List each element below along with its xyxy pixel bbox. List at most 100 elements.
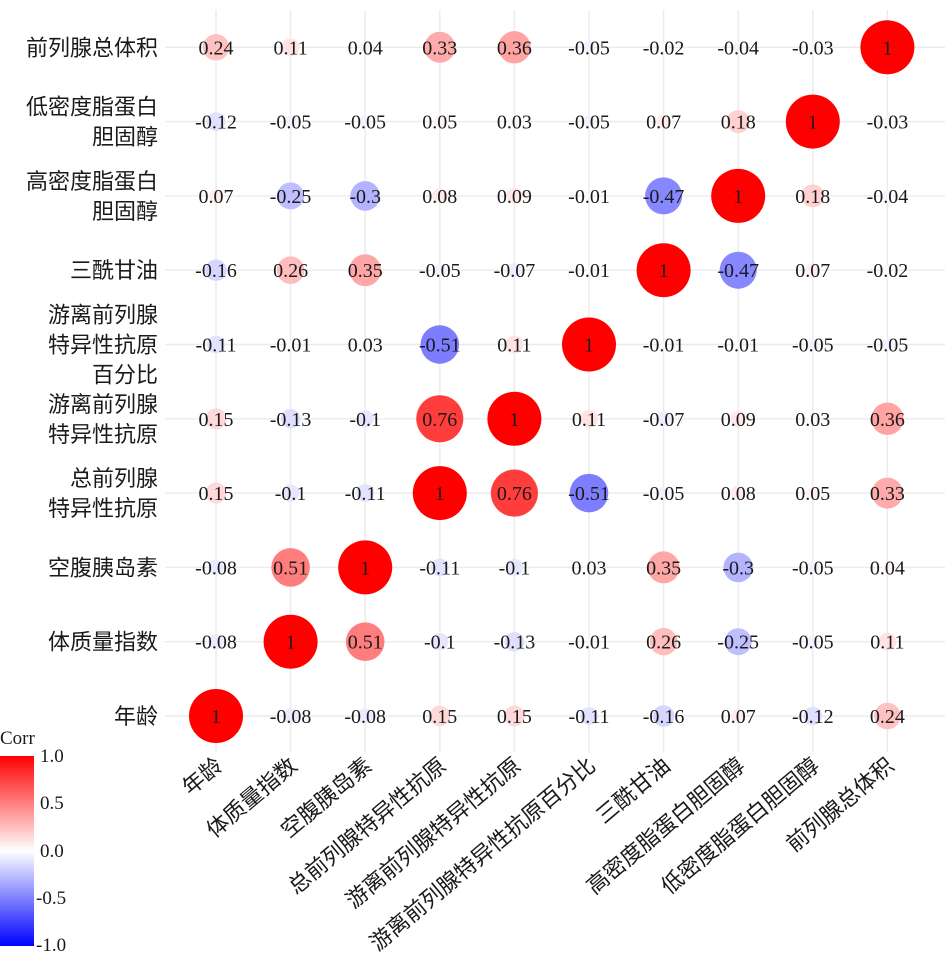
corr-circle [882, 190, 893, 202]
corr-circle [359, 115, 372, 128]
corr-circle [723, 552, 753, 583]
corr-value-label: 0.15 [199, 409, 234, 431]
corr-value-label: 0.76 [422, 409, 457, 431]
corr-circle [805, 263, 820, 278]
corr-circle [208, 559, 224, 576]
legend-tick-neg0.5: -0.5 [36, 888, 66, 909]
column-labels: 年龄体质量指数空腹胰岛素总前列腺特异性抗原游离前列腺特异性抗原游离前列腺特异性抗… [177, 753, 898, 956]
corr-circle [420, 325, 460, 364]
corr-value-label: 0.26 [646, 632, 681, 654]
corr-circle [498, 31, 531, 64]
corr-value-label: 0.09 [721, 409, 756, 431]
corr-circle [806, 487, 819, 500]
corr-value-label: 1 [509, 409, 519, 431]
corr-circle [280, 409, 301, 429]
corr-value-label: 0.33 [870, 483, 905, 505]
corr-circle [416, 395, 464, 443]
corr-circle [490, 469, 538, 517]
legend-colorbar [0, 756, 34, 946]
corr-circle [656, 411, 671, 426]
corr-value-label: 0.15 [422, 706, 457, 728]
row-label: 游离前列腺特异性抗原 [48, 392, 158, 447]
corr-value-label: -0.13 [270, 409, 312, 431]
corr-circle [205, 408, 227, 430]
corr-circle [562, 317, 616, 372]
row-label: 总前列腺特异性抗原 [48, 466, 158, 521]
corr-circle [208, 188, 224, 204]
corr-circle [208, 634, 224, 650]
corr-circle [730, 410, 747, 427]
corr-circle [808, 42, 818, 52]
corr-circle [504, 631, 525, 652]
corr-circle [281, 38, 300, 57]
corr-value-label: -0.05 [270, 112, 312, 134]
corr-circle [860, 20, 915, 75]
corr-value-label: 0.24 [199, 37, 234, 59]
corr-circle [282, 484, 300, 502]
corr-value-label: -0.11 [345, 483, 386, 505]
corr-circle [263, 614, 318, 669]
corr-value-label: 1 [659, 260, 669, 282]
corr-circle [652, 705, 675, 727]
corr-circle [726, 110, 750, 134]
corr-circle [711, 168, 766, 223]
corr-value-label: -0.05 [568, 37, 610, 59]
corr-value-label: -0.01 [568, 186, 610, 208]
corr-circle [207, 335, 225, 354]
corr-value-label: 0.05 [422, 112, 457, 134]
corr-circle [345, 622, 385, 661]
row-label: 低密度脂蛋白胆固醇 [26, 95, 158, 150]
corr-value-label: 0.09 [497, 186, 532, 208]
corr-circle [719, 251, 757, 289]
corr-value-label: -0.01 [717, 335, 759, 357]
corr-value-label: -0.01 [568, 260, 610, 282]
corr-circle [276, 256, 305, 284]
corr-value-label: -0.02 [867, 260, 909, 282]
corr-value-label: -0.3 [722, 557, 754, 579]
corr-value-label: -0.05 [792, 557, 834, 579]
corr-circle [505, 558, 523, 576]
corr-value-label: -0.47 [643, 186, 685, 208]
corr-value-label: -0.05 [643, 483, 685, 505]
corr-value-label: 0.35 [646, 557, 681, 579]
corr-value-label: 0.11 [572, 409, 606, 431]
row-label: 三酰甘油 [70, 258, 158, 283]
corr-circle [509, 116, 520, 127]
corr-value-label: -0.04 [867, 186, 909, 208]
corr-value-label: 0.08 [422, 186, 457, 208]
legend-tick-0.5: 0.5 [40, 793, 64, 814]
corr-circle [487, 391, 542, 446]
corr-circle [883, 266, 892, 275]
legend-tick-0: 0.0 [40, 841, 64, 862]
corr-circle [731, 708, 746, 724]
corr-value-label: -0.51 [568, 483, 610, 505]
corr-value-label: -0.1 [424, 632, 456, 654]
row-labels: 年龄 体质量指数 空腹胰岛素 总前列腺特异性抗原游离前列腺特异性抗原游离前列腺特异性抗… [26, 35, 158, 729]
corr-value-label: -0.3 [349, 186, 381, 208]
corr-circle [205, 259, 227, 282]
corr-value-label: 0.03 [348, 335, 383, 357]
corr-value-label: -0.13 [494, 632, 536, 654]
corr-value-label: 1 [584, 335, 594, 357]
corr-value-label: 0.07 [795, 260, 830, 282]
corr-value-label: -0.11 [196, 335, 237, 357]
corr-value-label: 0.03 [572, 557, 607, 579]
corr-circle [277, 182, 305, 210]
corr-circle [871, 477, 903, 509]
corr-value-label: -0.1 [275, 483, 307, 505]
corr-circle [735, 341, 741, 348]
corr-value-label: -0.25 [717, 632, 759, 654]
corr-value-label: -0.05 [419, 260, 461, 282]
corr-value-label: 1 [435, 483, 445, 505]
corr-value-label: 0.18 [795, 186, 830, 208]
corr-value-label: 1 [286, 632, 296, 654]
corr-value-label: 0.51 [348, 632, 383, 654]
corr-circle [656, 114, 671, 129]
corr-value-label: -0.16 [643, 706, 685, 728]
corr-circle [882, 562, 893, 573]
corr-circle [282, 708, 299, 724]
corr-value-label: 0.33 [422, 37, 457, 59]
corr-value-label: -0.12 [195, 112, 237, 134]
corr-value-label: -0.01 [270, 335, 312, 357]
corr-circle [569, 473, 609, 513]
